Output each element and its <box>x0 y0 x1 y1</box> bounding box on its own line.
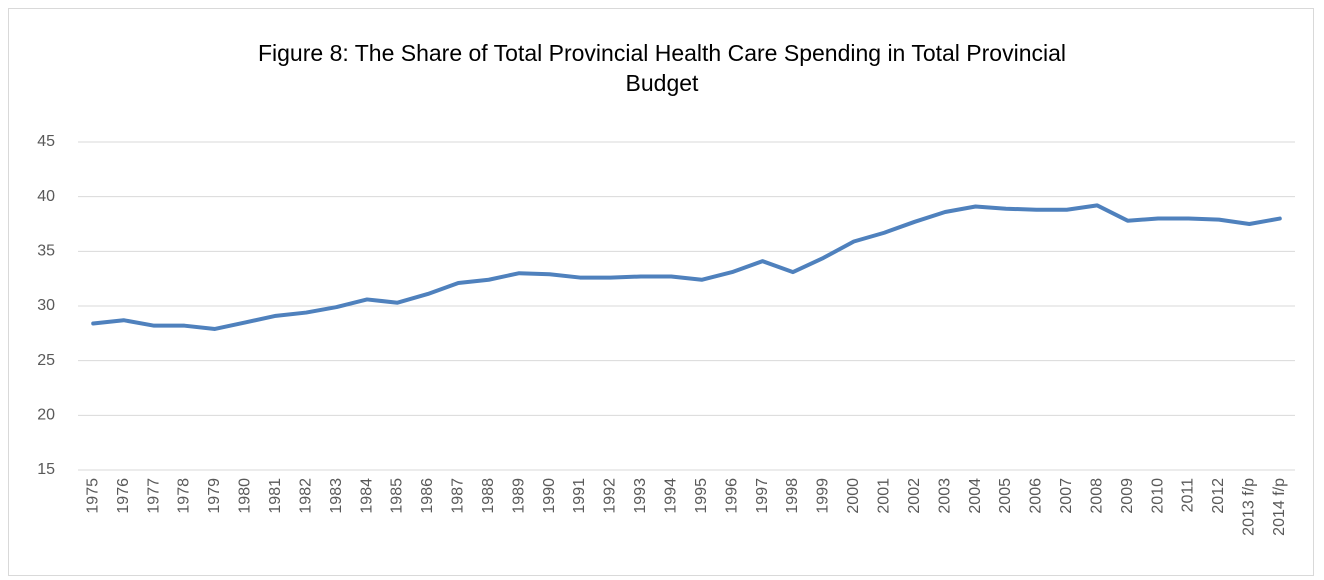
x-tick-label: 2004 <box>967 478 984 514</box>
data-line <box>91 203 1282 331</box>
x-tick-label: 2003 <box>936 478 953 514</box>
x-tick-label: 1991 <box>571 478 588 514</box>
x-tick-label: 1993 <box>632 478 649 514</box>
x-tick-label: 1979 <box>206 478 223 514</box>
x-tick-label: 1982 <box>297 478 314 514</box>
x-tick-label: 1996 <box>723 478 740 514</box>
x-tick-label: 2009 <box>1119 478 1136 514</box>
x-tick-label: 2005 <box>997 478 1014 514</box>
x-tick-label: 2010 <box>1149 478 1166 514</box>
x-tick-label: 1986 <box>419 478 436 514</box>
x-tick-label: 1985 <box>389 478 406 514</box>
x-tick-label: 1997 <box>754 478 771 514</box>
x-tick-label: 2000 <box>845 478 862 514</box>
x-tick-label: 2011 <box>1180 478 1197 513</box>
x-tick-label: 1995 <box>693 478 710 514</box>
chart-frame <box>8 8 1314 576</box>
x-tick-label: 1981 <box>267 478 284 514</box>
x-tick-label: 1978 <box>176 478 193 514</box>
y-tick-label: 30 <box>37 297 55 314</box>
x-tick-label: 1989 <box>510 478 527 514</box>
chart-title: Figure 8: The Share of Total Provincial … <box>257 40 1066 96</box>
y-tick-label: 40 <box>37 188 55 205</box>
x-tick-label: 1980 <box>237 478 254 514</box>
x-tick-label: 1975 <box>84 478 101 514</box>
x-tick-label: 2014 f/p <box>1271 478 1288 536</box>
x-tick-label: 1990 <box>541 478 558 514</box>
y-tick-label: 20 <box>37 407 55 424</box>
x-tick-label: 2012 <box>1210 478 1227 514</box>
x-tick-label: 2007 <box>1058 478 1075 514</box>
x-tick-label: 1988 <box>480 478 497 514</box>
x-tick-label: 1998 <box>784 478 801 514</box>
x-tick-label: 2006 <box>1028 478 1045 514</box>
x-tick-label: 1987 <box>450 478 467 514</box>
x-tick-label: 1983 <box>328 478 345 514</box>
x-tick-label: 1999 <box>815 478 832 514</box>
x-tick-label: 1992 <box>602 478 619 514</box>
x-tick-label: 2002 <box>906 478 923 514</box>
y-tick-label: 15 <box>37 461 55 478</box>
x-tick-label: 1976 <box>115 478 132 514</box>
x-tick-label: 2013 f/p <box>1241 478 1258 536</box>
y-tick-label: 25 <box>37 352 55 369</box>
x-tick-label: 1994 <box>663 478 680 514</box>
y-tick-label: 35 <box>37 243 55 260</box>
y-tick-label: 45 <box>37 133 55 150</box>
x-tick-label: 1977 <box>145 478 162 514</box>
x-tick-label: 2001 <box>875 478 892 514</box>
x-tick-label: 1984 <box>358 478 375 514</box>
x-tick-label: 2008 <box>1088 478 1105 514</box>
